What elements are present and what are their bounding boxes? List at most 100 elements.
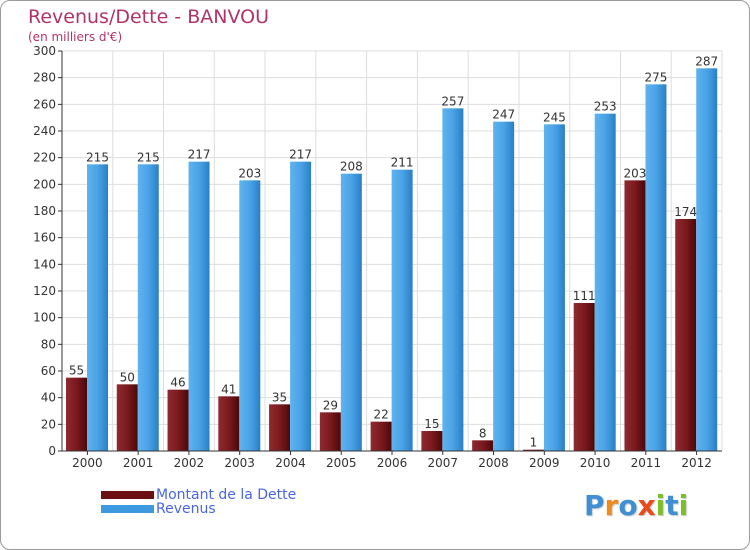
proxiti-logo: Proxiti <box>584 489 688 522</box>
data-label-dette: 174 <box>674 205 697 219</box>
bar-revenus <box>340 173 362 451</box>
x-tick-label: 2000 <box>72 456 103 470</box>
data-label-dette: 15 <box>424 417 439 431</box>
logo-letter: t <box>665 489 679 522</box>
x-tick-label: 2003 <box>224 456 255 470</box>
bar-revenus <box>290 161 312 451</box>
data-label-revenus: 215 <box>86 150 109 164</box>
x-tick-label: 2005 <box>326 456 357 470</box>
bar-dette <box>522 449 544 451</box>
bar-revenus <box>391 169 413 451</box>
logo-letter: x <box>637 489 656 522</box>
data-label-revenus: 247 <box>492 108 515 122</box>
logo-letter: i <box>655 489 666 522</box>
bar-revenus <box>442 108 464 451</box>
legend-swatch-dette <box>101 491 154 499</box>
chart-subtitle: (en milliers d'€) <box>28 30 123 44</box>
bar-dette <box>370 421 392 451</box>
data-label-revenus: 257 <box>441 94 464 108</box>
bar-dette <box>66 377 87 451</box>
x-tick-label: 2004 <box>275 456 306 470</box>
data-label-revenus: 287 <box>695 54 718 68</box>
y-tick-label: 0 <box>48 444 56 458</box>
chart-title: Revenus/Dette - BANVOU <box>28 6 269 28</box>
y-tick-label: 280 <box>33 71 56 85</box>
bar-revenus <box>188 161 210 451</box>
data-label-revenus: 203 <box>238 166 261 180</box>
legend-item-dette: Montant de la Dette <box>101 487 296 503</box>
x-tick-label: 2010 <box>580 456 611 470</box>
bar-dette <box>218 396 240 451</box>
x-tick-label: 2006 <box>377 456 408 470</box>
x-tick-label: 2001 <box>123 456 154 470</box>
data-label-dette: 50 <box>120 370 135 384</box>
bar-dette <box>269 404 291 451</box>
data-label-dette: 22 <box>373 408 388 422</box>
x-tick-label: 2008 <box>478 456 509 470</box>
data-label-dette: 41 <box>221 382 236 396</box>
data-label-revenus: 217 <box>289 148 312 162</box>
y-tick-label: 80 <box>41 337 56 351</box>
bar-revenus <box>137 164 159 452</box>
bar-dette <box>167 389 189 451</box>
x-tick-label: 2011 <box>631 456 662 470</box>
bars: 55 215 50 215 46 217 41 203 35 217 29 208 22 211 15 257… <box>66 54 718 452</box>
y-tick-label: 140 <box>33 257 56 271</box>
bar-revenus <box>543 124 565 451</box>
bar-revenus <box>493 121 515 452</box>
y-tick-label: 60 <box>41 364 56 378</box>
bar-revenus <box>594 113 616 452</box>
data-label-dette: 35 <box>272 390 287 404</box>
y-tick-label: 200 <box>33 177 56 191</box>
logo-letter: o <box>618 489 638 522</box>
y-tick-label: 160 <box>33 231 56 245</box>
x-tick-label: 2007 <box>427 456 458 470</box>
data-label-revenus: 275 <box>645 70 668 84</box>
y-tick-label: 40 <box>41 391 56 405</box>
data-label-dette: 46 <box>170 376 185 390</box>
data-label-revenus: 211 <box>391 156 414 170</box>
y-tick-label: 20 <box>41 417 56 431</box>
x-tick-label: 2002 <box>174 456 205 470</box>
bar-revenus <box>645 84 667 451</box>
data-label-revenus: 253 <box>594 100 617 114</box>
x-tick-label: 2009 <box>529 456 560 470</box>
y-tick-label: 260 <box>33 97 56 111</box>
bar-dette <box>573 303 595 451</box>
bar-dette <box>421 431 443 451</box>
y-tick-label: 120 <box>33 284 56 298</box>
legend-label-dette: Montant de la Dette <box>156 487 297 503</box>
legend-swatch-revenus <box>101 505 154 513</box>
logo-letter: r <box>604 489 619 522</box>
bar-revenus <box>87 164 108 452</box>
legend-item-revenus: Revenus <box>101 501 216 517</box>
bar-revenus <box>239 180 261 452</box>
bar-dette <box>675 219 697 451</box>
data-label-dette: 8 <box>479 426 487 440</box>
bar-dette <box>319 412 341 451</box>
data-label-revenus: 215 <box>137 150 160 164</box>
x-tick-label: 2012 <box>681 456 712 470</box>
bar-dette <box>116 384 138 451</box>
legend-label-revenus: Revenus <box>156 501 216 517</box>
logo-letter: P <box>584 489 605 522</box>
logo-letter: i <box>678 489 689 522</box>
y-tick-label: 180 <box>33 204 56 218</box>
y-tick-label: 100 <box>33 311 56 325</box>
axes: 0 20 40 60 80 100 120 140 160 180 200 220 240 260 280 3… <box>33 44 722 470</box>
data-label-dette: 203 <box>624 166 647 180</box>
data-label-revenus: 245 <box>543 110 566 124</box>
bar-dette <box>472 440 494 451</box>
bar-revenus <box>696 68 718 451</box>
data-label-dette: 55 <box>69 364 84 378</box>
data-label-dette: 111 <box>573 289 596 303</box>
data-label-revenus: 217 <box>188 148 211 162</box>
y-tick-label: 240 <box>33 124 56 138</box>
data-label-dette: 29 <box>323 398 338 412</box>
data-label-dette: 1 <box>530 436 538 450</box>
bar-dette <box>624 180 646 452</box>
y-tick-label: 300 <box>33 44 56 58</box>
y-tick-label: 220 <box>33 151 56 165</box>
